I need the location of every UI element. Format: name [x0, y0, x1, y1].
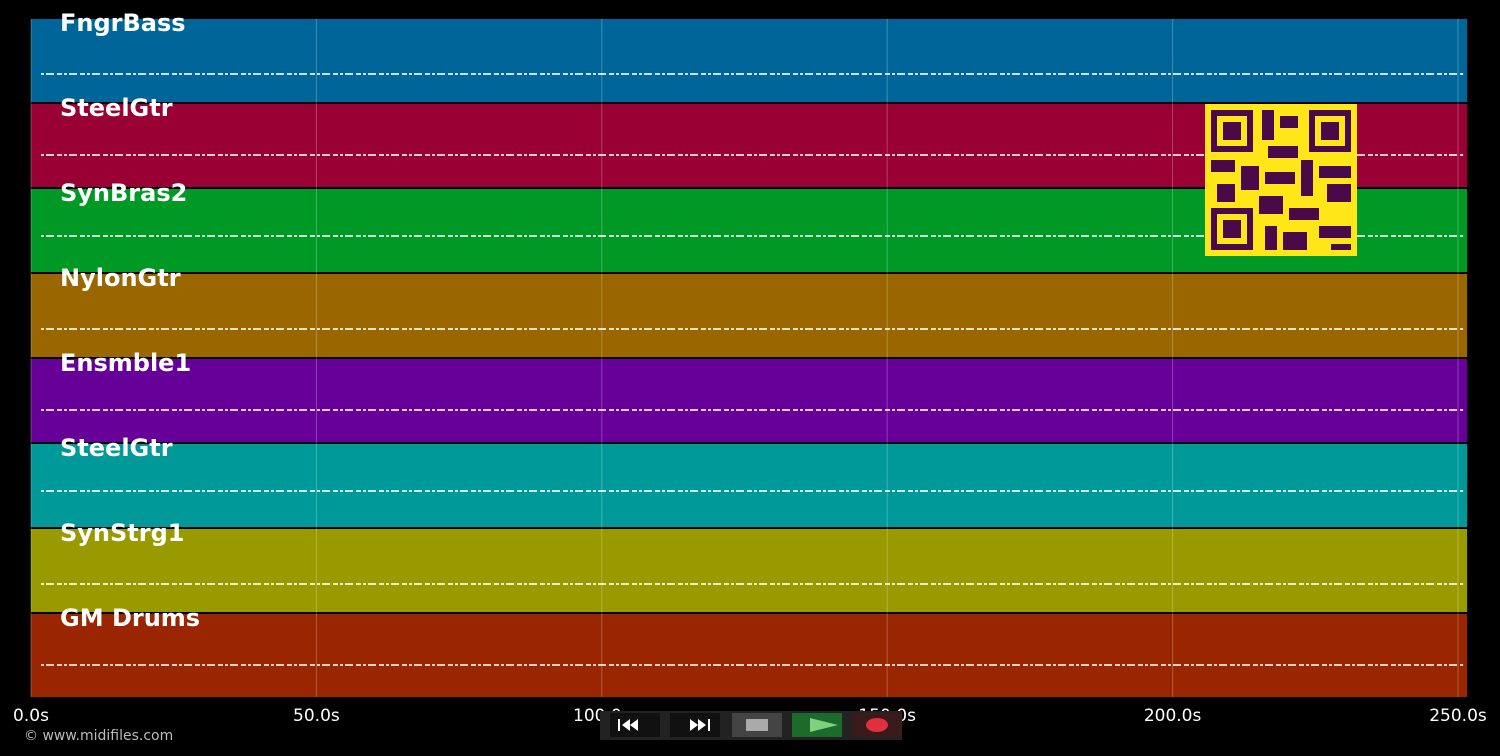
- play-button[interactable]: [792, 713, 842, 737]
- track-name: NylonGtr: [60, 264, 181, 292]
- copyright: © www.midifiles.com: [24, 728, 173, 744]
- track-name: SynBras2: [60, 179, 187, 207]
- forward-button[interactable]: [670, 713, 720, 737]
- transport-controls: [600, 711, 902, 740]
- stop-button[interactable]: [732, 713, 782, 737]
- track-name: SynStrg1: [60, 519, 185, 547]
- track-name: FngrBass: [60, 9, 186, 37]
- track-lane: [31, 274, 1468, 357]
- labels: FngrBass SteelGtr SynBras2 NylonGtr Ensmble1…: [13, 9, 1487, 726]
- x-tick-label: 0.0s: [13, 706, 49, 726]
- record-button[interactable]: [852, 713, 902, 737]
- qr-code: [1205, 104, 1357, 256]
- track-name: GM Drums: [60, 604, 200, 632]
- x-tick-label: 250.0s: [1429, 706, 1487, 726]
- track-name: Ensmble1: [60, 349, 191, 377]
- track-lane: [31, 19, 1468, 102]
- track-name: SteelGtr: [60, 434, 173, 462]
- rewind-button[interactable]: [610, 713, 660, 737]
- track-lane: [31, 359, 1468, 442]
- x-tick-label: 50.0s: [293, 706, 340, 726]
- track-lane: [31, 444, 1468, 527]
- track-lane: [31, 614, 1468, 697]
- track-name: SteelGtr: [60, 94, 173, 122]
- x-tick-label: 200.0s: [1144, 706, 1202, 726]
- track-lane: [31, 529, 1468, 612]
- grid: [30, 19, 1459, 697]
